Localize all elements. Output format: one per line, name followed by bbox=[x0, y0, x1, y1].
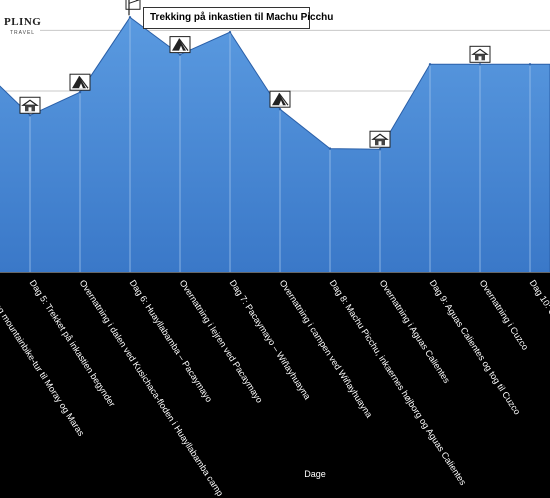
x-tick-label: Overnatning i Cuzco bbox=[477, 278, 531, 352]
tent-icon bbox=[69, 73, 91, 91]
tent-icon bbox=[269, 90, 291, 108]
tent-icon bbox=[169, 36, 191, 54]
data-point bbox=[328, 147, 332, 150]
chart-svg bbox=[0, 0, 550, 273]
data-point bbox=[178, 53, 182, 56]
data-point bbox=[278, 108, 282, 111]
x-axis-title: Dage bbox=[304, 469, 326, 479]
brand-logo: PLING TRAVEL bbox=[0, 16, 42, 38]
x-tick-label: Dag 5: Trekket på inkastien begynder bbox=[27, 278, 118, 409]
data-point bbox=[378, 148, 382, 151]
x-tick-label: Dag 9: Aguas Calientes og tog til Cuzco bbox=[427, 278, 523, 417]
elevation-area bbox=[0, 16, 550, 273]
house-icon bbox=[469, 45, 491, 63]
data-point bbox=[28, 114, 32, 117]
data-point bbox=[528, 63, 532, 66]
x-tick-label: Dag 10: Cuzco bbox=[527, 278, 550, 334]
x-tick-label: Overnatning i campen ved Wiñayhuayna bbox=[277, 278, 375, 420]
house-icon bbox=[369, 130, 391, 148]
data-point bbox=[478, 63, 482, 66]
chart-plot-area: PLING TRAVEL Trekking på inkastien til M… bbox=[0, 0, 550, 273]
chart-title: Trekking på inkastien til Machu Picchu bbox=[143, 7, 333, 29]
x-tick-label: Dag 7: Pacaymayo – Wiñayhuayna bbox=[227, 278, 313, 402]
data-point bbox=[78, 91, 82, 94]
x-tick-label: Dag 6: Huayllabamba – Pacaymayo bbox=[127, 278, 215, 404]
brand-tagline: TRAVEL bbox=[10, 30, 36, 36]
data-point bbox=[228, 30, 232, 34]
house-icon bbox=[19, 96, 41, 114]
data-point bbox=[128, 16, 132, 19]
flag-icon bbox=[125, 0, 141, 16]
x-tick-label: Overnatning i lejren ved Pacaymayo bbox=[177, 278, 265, 405]
data-point bbox=[428, 63, 432, 66]
brand-name: PLING bbox=[4, 16, 42, 28]
